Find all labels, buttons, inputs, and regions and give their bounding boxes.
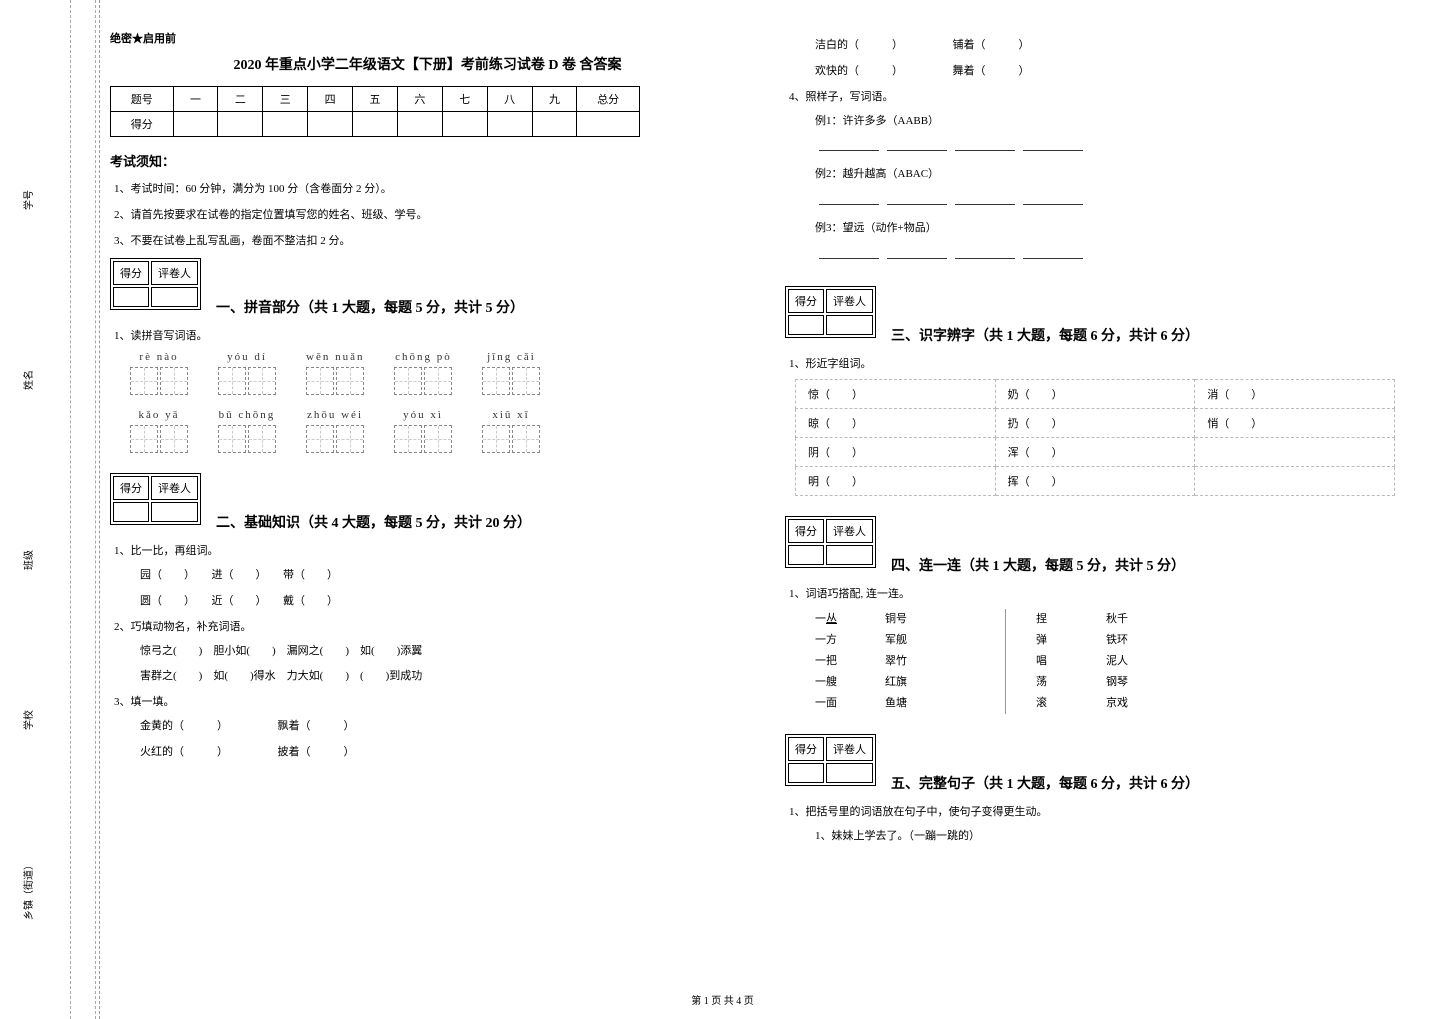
section-title: 五、完整句子（共 1 大题，每题 6 分，共计 6 分） xyxy=(891,777,1199,792)
question: 2、巧填动物名，补充词语。 xyxy=(114,618,745,634)
sub-item: 圆（ ） 近（ ） 戴（ ） xyxy=(140,592,745,612)
sub-item: 1、妹妹上学去了。（一蹦一跳的） xyxy=(815,827,1420,847)
score-box: 得分评卷人 xyxy=(785,516,876,568)
blanks xyxy=(815,191,1420,213)
question: 1、读拼音写词语。 xyxy=(114,327,745,343)
section-title: 三、识字辨字（共 1 大题，每题 6 分，共计 6 分） xyxy=(891,329,1199,344)
sub-item: 例2：越升越高（ABAC） xyxy=(815,165,1420,185)
th: 一 xyxy=(173,87,218,112)
match-columns: 一丛 一方 一把 一艘 一面 铜号 军舰 翠竹 红旗 鱼塘 捏 弹 唱 荡 滚 xyxy=(815,609,1420,713)
score-box: 得分评卷人 xyxy=(785,734,876,786)
th: 四 xyxy=(308,87,353,112)
binding-label: 学校 xyxy=(20,710,35,730)
match-col: 捏 弹 唱 荡 滚 xyxy=(1036,609,1096,713)
sub-item: 例3：望远（动作+物品） xyxy=(815,219,1420,239)
sub-item: 园（ ） 进（ ） 带（ ） xyxy=(140,566,745,586)
sub-item: 惊弓之( ) 胆小如( ) 漏网之( ) 如( )添翼 xyxy=(140,642,745,662)
th: 九 xyxy=(532,87,577,112)
notice-item: 1、考试时间：60 分钟，满分为 100 分（含卷面分 2 分）。 xyxy=(114,180,745,196)
section-title: 四、连一连（共 1 大题，每题 5 分，共计 5 分） xyxy=(891,559,1185,574)
sub-item: 害群之( ) 如( )得水 力大如( ) ( )到成功 xyxy=(140,667,745,687)
match-col: 秋千 铁环 泥人 钢琴 京戏 xyxy=(1106,609,1196,713)
question: 1、把括号里的词语放在句子中，使句子变得更生动。 xyxy=(789,803,1420,819)
th: 六 xyxy=(397,87,442,112)
right-column: 洁白的（ ） 铺着（ ） 欢快的（ ） 舞着（ ） 4、照样子，写词语。 例1：… xyxy=(785,30,1420,853)
match-col: 铜号 军舰 翠竹 红旗 鱼塘 xyxy=(885,609,975,713)
left-column: 绝密★启用前 2020 年重点小学二年级语文【下册】考前练习试卷 D 卷 含答案… xyxy=(110,30,745,853)
question: 1、词语巧搭配, 连一连。 xyxy=(789,585,1420,601)
binding-label: 学号 xyxy=(20,190,35,210)
dashed-line xyxy=(70,0,71,1019)
blanks xyxy=(815,245,1420,267)
section-title: 二、基础知识（共 4 大题，每题 5 分，共计 20 分） xyxy=(216,516,531,531)
th: 题号 xyxy=(111,87,174,112)
blanks xyxy=(815,137,1420,159)
exam-title: 2020 年重点小学二年级语文【下册】考前练习试卷 D 卷 含答案 xyxy=(110,54,745,74)
question: 4、照样子，写词语。 xyxy=(789,88,1420,104)
confidential-label: 绝密★启用前 xyxy=(110,30,745,46)
sub-item: 欢快的（ ） 舞着（ ） xyxy=(815,62,1420,82)
binding-label: 乡镇（街道） xyxy=(20,860,35,920)
th: 三 xyxy=(263,87,308,112)
notice-item: 3、不要在试卷上乱写乱画，卷面不整洁扣 2 分。 xyxy=(114,232,745,248)
notice-item: 2、请首先按要求在试卷的指定位置填写您的姓名、班级、学号。 xyxy=(114,206,745,222)
match-col: 一丛 一方 一把 一艘 一面 xyxy=(815,609,875,713)
section-title: 一、拼音部分（共 1 大题，每题 5 分，共计 5 分） xyxy=(216,301,524,316)
binding-label: 班级 xyxy=(20,550,35,570)
score-box: 得分评卷人 xyxy=(110,473,201,525)
binding-label: 姓名 xyxy=(20,370,35,390)
page-footer: 第 1 页 共 4 页 xyxy=(0,992,1445,1007)
th: 二 xyxy=(218,87,263,112)
sub-item: 洁白的（ ） 铺着（ ） xyxy=(815,36,1420,56)
dashed-line xyxy=(95,0,96,1019)
score-box: 得分评卷人 xyxy=(110,258,201,310)
pinyin-row: rè nào yóu dí wēn nuǎn chōng pò jīng cǎi xyxy=(130,351,745,395)
pinyin-row: kǎo yā bǔ chōng zhōu wéi yóu xì xiū xī xyxy=(130,409,745,453)
row-label: 得分 xyxy=(111,112,174,137)
score-box: 得分评卷人 xyxy=(785,286,876,338)
th: 八 xyxy=(487,87,532,112)
score-table: 题号 一 二 三 四 五 六 七 八 九 总分 得分 xyxy=(110,86,640,137)
page-content: 绝密★启用前 2020 年重点小学二年级语文【下册】考前练习试卷 D 卷 含答案… xyxy=(110,30,1420,853)
sub-item: 火红的（ ） 披着（ ） xyxy=(140,743,745,763)
th: 七 xyxy=(442,87,487,112)
xing-table: 惊（ ）奶（ ）消（ ） 晾（ ）扔（ ）悄（ ） 阴（ ）浑（ ） 明（ ）挥… xyxy=(795,379,1395,496)
question: 1、比一比，再组词。 xyxy=(114,542,745,558)
question: 3、填一填。 xyxy=(114,693,745,709)
th: 五 xyxy=(353,87,398,112)
th: 总分 xyxy=(577,87,640,112)
binding-edge: 乡镇（街道） 学校 班级 姓名 学号 xyxy=(0,0,100,1019)
notice-title: 考试须知： xyxy=(110,151,745,170)
question: 1、形近字组词。 xyxy=(789,355,1420,371)
sub-item: 例1：许许多多（AABB） xyxy=(815,112,1420,132)
sub-item: 金黄的（ ） 飘着（ ） xyxy=(140,717,745,737)
